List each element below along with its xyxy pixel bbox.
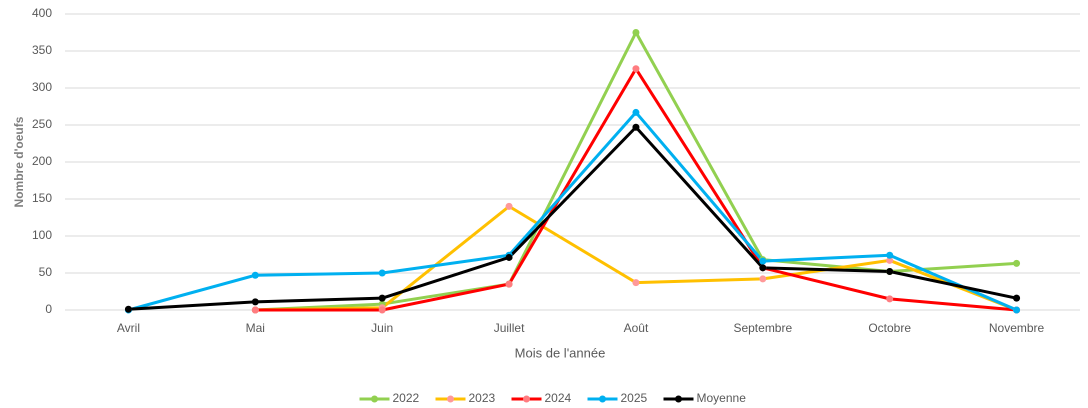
legend-marker — [523, 395, 530, 403]
x-tick-label: Septembre — [733, 321, 792, 335]
point — [378, 269, 386, 277]
x-tick-label: Juin — [371, 321, 393, 335]
y-axis-title: Nombre d'oeufs — [12, 116, 26, 207]
legend-marker — [371, 395, 378, 403]
y-tick-label: 250 — [32, 117, 52, 131]
point — [632, 279, 640, 287]
x-tick-label: Octobre — [868, 321, 911, 335]
point — [251, 298, 259, 306]
y-tick-label: 0 — [45, 302, 52, 316]
legend-marker — [675, 395, 682, 403]
point — [632, 65, 640, 73]
point — [251, 306, 259, 314]
point — [124, 305, 132, 313]
y-tick-label: 400 — [32, 6, 52, 20]
legend-label: 2024 — [545, 391, 572, 405]
x-axis-title: Mois de l'année — [515, 345, 606, 360]
point — [505, 253, 513, 261]
point — [759, 257, 767, 265]
legend-marker — [599, 395, 606, 403]
point — [632, 123, 640, 131]
point — [632, 29, 640, 36]
series-line — [255, 31, 1017, 312]
point — [632, 108, 640, 116]
legend-label: Moyenne — [697, 391, 747, 405]
y-tick-label: 200 — [32, 154, 52, 168]
point — [378, 294, 386, 302]
x-tick-label: Juillet — [494, 321, 525, 335]
legend-label: 2025 — [621, 391, 648, 405]
point — [378, 306, 386, 314]
point — [1013, 306, 1021, 314]
series-line — [128, 110, 1018, 312]
point — [505, 202, 513, 210]
x-tick-label: Avril — [117, 321, 140, 335]
point — [886, 251, 894, 259]
legend-label: 2023 — [469, 391, 496, 405]
point — [505, 280, 513, 288]
y-tick-label: 300 — [32, 80, 52, 94]
point — [886, 256, 894, 264]
point — [251, 271, 259, 279]
legend-marker — [447, 395, 454, 403]
point — [1013, 294, 1021, 302]
legend-label: 2022 — [393, 391, 420, 405]
x-tick-label: Mai — [246, 321, 265, 335]
y-tick-label: 100 — [32, 228, 52, 242]
y-tick-label: 50 — [39, 265, 53, 279]
y-tick-label: 150 — [32, 191, 52, 205]
series-line — [255, 204, 1018, 312]
series-line — [128, 125, 1017, 311]
point — [1013, 259, 1021, 267]
point — [886, 295, 894, 303]
point — [759, 264, 767, 272]
point — [759, 275, 767, 283]
y-tick-label: 350 — [32, 43, 52, 57]
x-tick-label: Août — [624, 321, 649, 335]
point — [886, 268, 894, 276]
x-tick-label: Novembre — [989, 321, 1045, 335]
